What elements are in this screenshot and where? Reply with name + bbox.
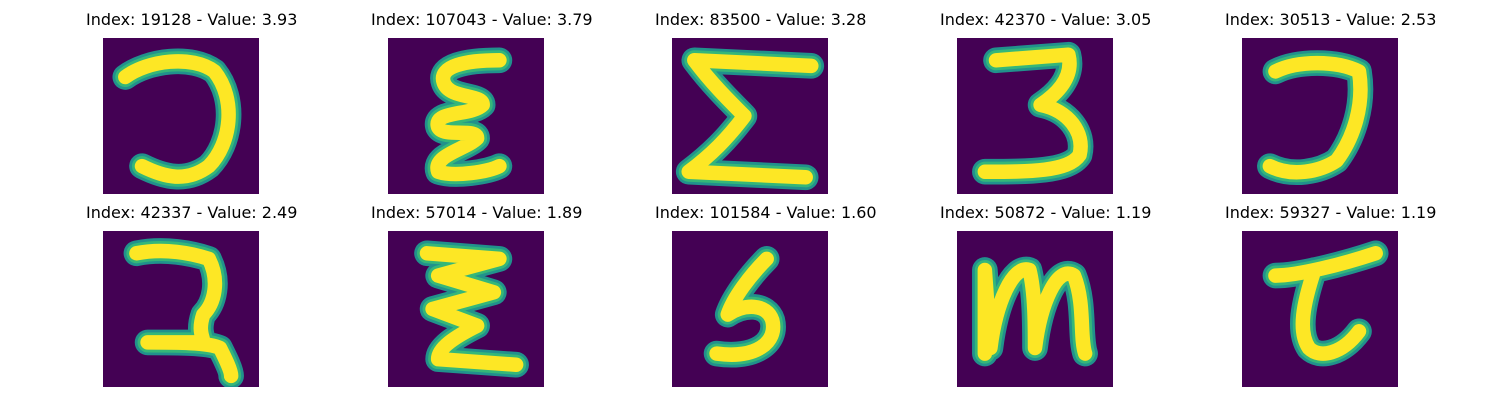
panel-title: Index: 42337 - Value: 2.49: [86, 203, 298, 222]
panel-title: Index: 30513 - Value: 2.53: [1225, 10, 1437, 29]
panel-1: Index: 19128 - Value: 3.93: [86, 8, 298, 196]
character-image: [1242, 38, 1398, 194]
panel-6: Index: 42337 - Value: 2.49: [86, 201, 298, 389]
panel-3: Index: 83500 - Value: 3.28: [655, 8, 867, 196]
panel-title: Index: 19128 - Value: 3.93: [86, 10, 298, 29]
panel-4: Index: 42370 - Value: 3.05: [940, 8, 1152, 196]
panel-title: Index: 101584 - Value: 1.60: [655, 203, 877, 222]
panel-title: Index: 42370 - Value: 3.05: [940, 10, 1152, 29]
character-image: [103, 38, 259, 194]
panel-5: Index: 30513 - Value: 2.53: [1225, 8, 1437, 196]
character-image: [957, 38, 1113, 194]
character-image: [672, 38, 828, 194]
panel-title: Index: 50872 - Value: 1.19: [940, 203, 1152, 222]
panel-title: Index: 59327 - Value: 1.19: [1225, 203, 1437, 222]
panel-8: Index: 101584 - Value: 1.60: [655, 201, 877, 389]
character-image: [388, 38, 544, 194]
panel-title: Index: 107043 - Value: 3.79: [371, 10, 593, 29]
panel-10: Index: 59327 - Value: 1.19: [1225, 201, 1437, 389]
panel-title: Index: 57014 - Value: 1.89: [371, 203, 583, 222]
character-image: [1242, 231, 1398, 387]
panel-2: Index: 107043 - Value: 3.79: [371, 8, 593, 196]
panel-9: Index: 50872 - Value: 1.19: [940, 201, 1152, 389]
panel-title: Index: 83500 - Value: 3.28: [655, 10, 867, 29]
character-image: [957, 231, 1113, 387]
panel-7: Index: 57014 - Value: 1.89: [371, 201, 583, 389]
character-image: [672, 231, 828, 387]
character-image: [388, 231, 544, 387]
character-image: [103, 231, 259, 387]
